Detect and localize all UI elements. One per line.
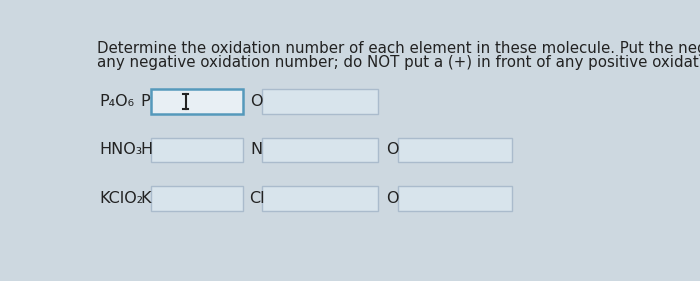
Text: HNO₃: HNO₃ [99,142,142,157]
Text: O: O [386,191,398,206]
Bar [151,89,242,114]
Text: Determine the oxidation number of each element in these molecule. Put the negati: Determine the oxidation number of each e… [97,41,700,56]
Bar [151,186,242,211]
Bar [262,138,378,162]
Text: K: K [140,191,150,206]
Bar [398,186,512,211]
Text: P: P [140,94,150,109]
Text: N: N [251,142,262,157]
Text: H: H [140,142,153,157]
Bar [398,138,512,162]
Text: Cl: Cl [248,191,265,206]
Bar [262,89,378,114]
Text: O: O [251,94,262,109]
Text: O: O [386,142,398,157]
Bar [262,186,378,211]
Bar [151,138,242,162]
Text: P₄O₆: P₄O₆ [99,94,134,109]
Text: KClO₂: KClO₂ [99,191,143,206]
Text: any negative oxidation number; do NOT put a (+) in front of any positive oxidati: any negative oxidation number; do NOT pu… [97,55,700,69]
